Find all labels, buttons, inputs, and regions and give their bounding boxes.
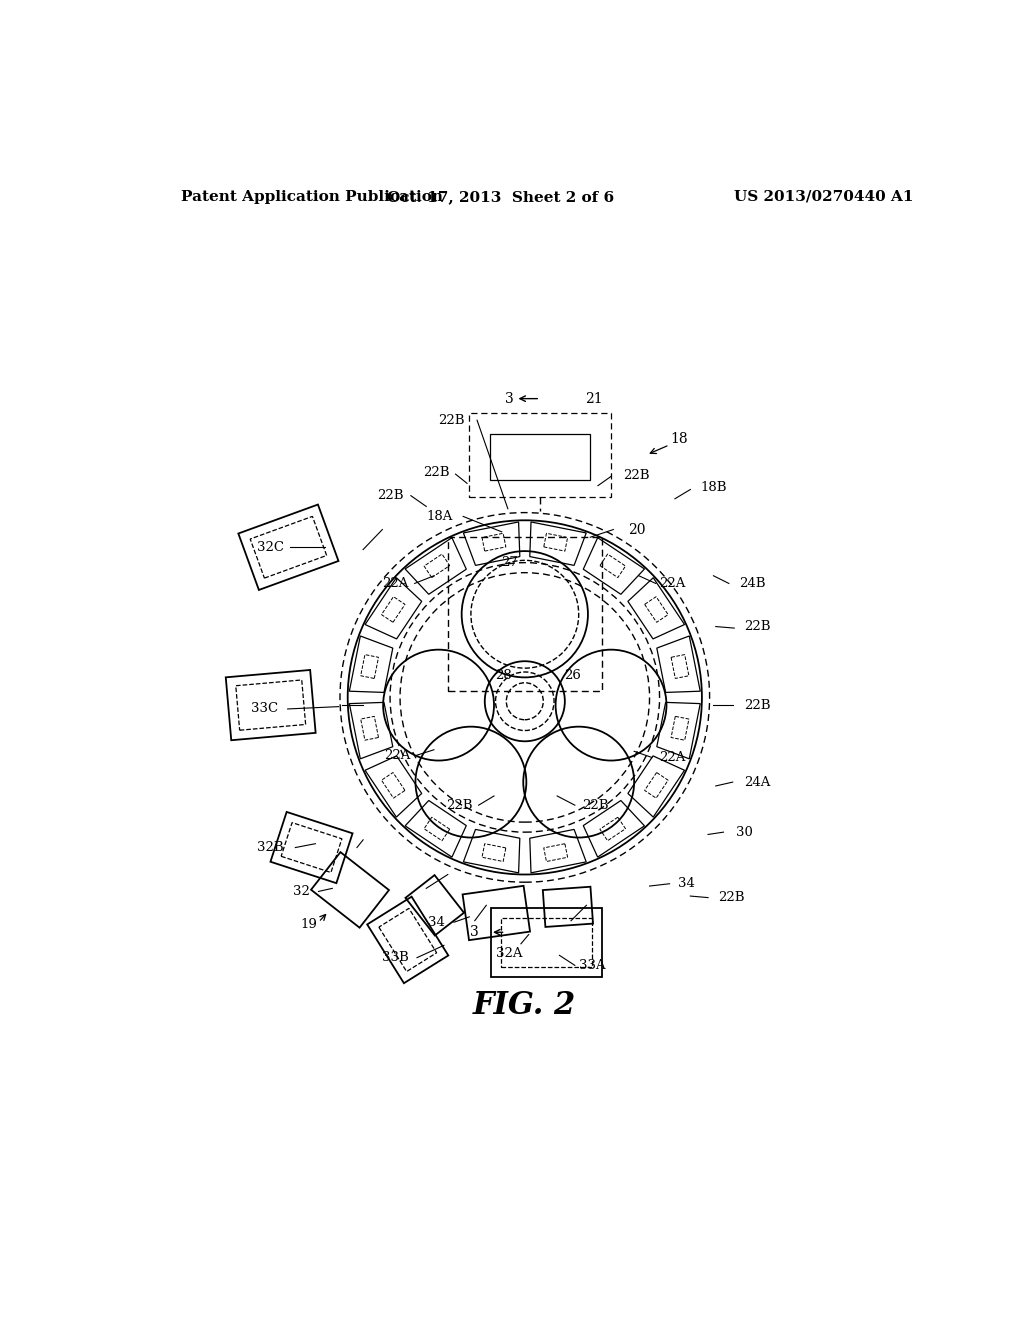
Text: 18A: 18A	[427, 510, 454, 523]
Text: 22A: 22A	[385, 748, 411, 762]
Text: 33B: 33B	[382, 952, 409, 964]
Text: 18B: 18B	[700, 482, 727, 495]
Bar	[490, 434, 590, 480]
Text: 22B: 22B	[744, 620, 771, 634]
Text: 22B: 22B	[438, 413, 465, 426]
Text: 27: 27	[501, 556, 518, 569]
Text: 26: 26	[564, 669, 581, 682]
Text: 34: 34	[678, 878, 695, 890]
Text: 22B: 22B	[583, 799, 609, 812]
Text: 22B: 22B	[718, 891, 744, 904]
Text: 32: 32	[293, 884, 310, 898]
Text: 20: 20	[628, 523, 645, 536]
Text: 22B: 22B	[744, 698, 771, 711]
Text: 19: 19	[301, 917, 317, 931]
Text: 22A: 22A	[659, 751, 686, 764]
Text: 22B: 22B	[423, 466, 450, 479]
Text: 22B: 22B	[446, 799, 473, 812]
Text: Oct. 17, 2013  Sheet 2 of 6: Oct. 17, 2013 Sheet 2 of 6	[387, 190, 613, 203]
Text: 28: 28	[495, 669, 512, 682]
Bar	[447, 537, 602, 692]
Text: 3: 3	[505, 392, 514, 405]
Text: FIG. 2: FIG. 2	[473, 990, 577, 1020]
Text: Patent Application Publication: Patent Application Publication	[180, 190, 442, 203]
Text: 34: 34	[428, 916, 444, 929]
Text: US 2013/0270440 A1: US 2013/0270440 A1	[734, 190, 913, 203]
Bar	[469, 412, 611, 498]
Text: 32B: 32B	[257, 841, 284, 854]
Text: 22A: 22A	[382, 577, 409, 590]
Text: 21: 21	[586, 392, 603, 405]
Text: 22B: 22B	[624, 469, 649, 482]
Text: 24A: 24A	[744, 776, 770, 788]
Text: 18: 18	[670, 433, 687, 446]
Text: 3: 3	[470, 925, 479, 940]
Text: 24B: 24B	[738, 577, 765, 590]
Text: 22A: 22A	[659, 577, 686, 590]
Text: 32C: 32C	[257, 541, 285, 554]
Text: 30: 30	[736, 825, 753, 838]
Text: 22B: 22B	[377, 490, 403, 502]
Text: 32A: 32A	[497, 946, 522, 960]
Text: 33A: 33A	[580, 958, 606, 972]
Text: 33C: 33C	[251, 702, 279, 715]
